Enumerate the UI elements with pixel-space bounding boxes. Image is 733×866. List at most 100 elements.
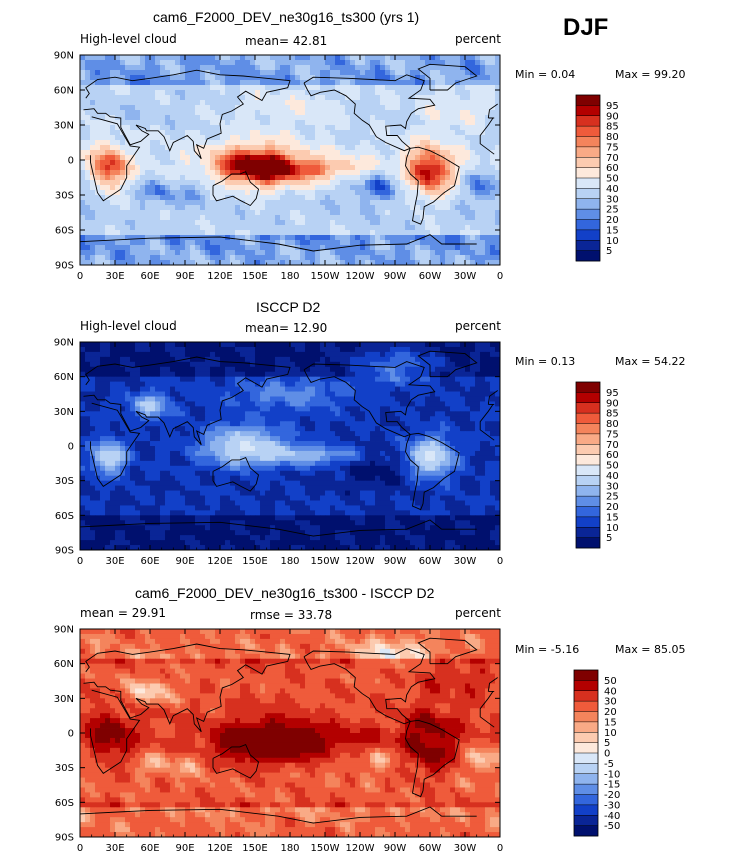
heat-cell — [150, 386, 156, 392]
heat-cell — [425, 145, 431, 151]
heat-cell — [435, 351, 441, 358]
heat-cell — [425, 195, 431, 201]
heat-cell — [335, 371, 341, 378]
heat-cell — [235, 210, 241, 216]
heat-cell — [95, 396, 101, 402]
heat-cell — [195, 95, 201, 101]
heat-cell — [195, 110, 201, 116]
heat-cell — [455, 205, 461, 211]
heat-cell — [110, 85, 116, 91]
heat-cell — [135, 145, 141, 151]
heat-cell — [460, 80, 466, 86]
heat-cell — [350, 120, 356, 126]
heat-cell — [340, 386, 346, 392]
heat-cell — [220, 145, 226, 151]
heat-cell — [175, 155, 181, 161]
heat-cell — [240, 160, 246, 166]
heat-cell — [240, 255, 246, 261]
heat-cell — [285, 120, 291, 126]
heat-cell — [245, 230, 251, 236]
heat-cell — [275, 391, 281, 397]
heat-cell — [260, 386, 266, 392]
heat-cell — [235, 195, 241, 201]
heat-cell — [190, 416, 196, 422]
heat-cell — [425, 60, 431, 66]
heat-cell — [465, 215, 471, 221]
heat-cell — [305, 115, 311, 121]
heat-cell — [390, 401, 396, 407]
heat-cell — [475, 115, 481, 121]
heat-cell — [315, 65, 321, 71]
heat-cell — [300, 125, 306, 131]
heat-cell — [180, 175, 186, 181]
heat-cell — [410, 386, 416, 392]
heat-cell — [170, 342, 176, 348]
heat-cell — [255, 260, 261, 266]
heat-cell — [460, 180, 466, 186]
heat-cell — [395, 225, 401, 231]
heat-cell — [240, 391, 246, 397]
heat-cell — [205, 342, 211, 348]
heat-cell — [485, 386, 491, 392]
heat-cell — [440, 110, 446, 116]
heat-cell — [245, 250, 251, 256]
heat-cell — [465, 351, 471, 358]
heat-cell — [270, 356, 276, 363]
heat-cell — [215, 140, 221, 146]
heat-cell — [240, 245, 246, 251]
heat-cell — [85, 240, 91, 246]
colorbar-label: 10 — [606, 236, 619, 247]
heat-cell — [275, 361, 281, 368]
heat-cell — [315, 110, 321, 116]
heat-cell — [375, 356, 381, 363]
heat-cell — [435, 135, 441, 141]
heat-cell — [310, 130, 316, 136]
heat-cell — [210, 342, 216, 348]
heat-cell — [115, 220, 121, 226]
heat-cell — [165, 416, 171, 422]
heat-cell — [450, 115, 456, 121]
heat-cell — [415, 170, 421, 176]
heat-cell — [415, 90, 421, 96]
heat-cell — [315, 170, 321, 176]
heat-cell — [425, 391, 431, 397]
heat-cell — [200, 60, 206, 66]
heat-cell — [375, 100, 381, 106]
heat-cell — [245, 200, 251, 206]
heat-cell — [155, 366, 161, 373]
heat-cell — [270, 210, 276, 216]
heat-cell — [240, 195, 246, 201]
heat-cell — [295, 180, 301, 186]
heat-cell — [175, 170, 181, 176]
heat-cell — [335, 65, 341, 71]
heat-cell — [80, 165, 86, 171]
heat-cell — [365, 180, 371, 186]
heat-cell — [365, 346, 371, 353]
heat-cell — [230, 155, 236, 161]
heat-cell — [400, 135, 406, 141]
colorbar-label: 85 — [606, 122, 619, 133]
heat-cell — [285, 105, 291, 111]
heat-cell — [130, 75, 136, 81]
heat-cell — [290, 185, 296, 191]
heat-cell — [85, 356, 91, 363]
heat-cell — [140, 245, 146, 251]
heat-cell — [490, 371, 496, 378]
heat-cell — [230, 100, 236, 106]
min-label: Min = -5.16 — [515, 643, 580, 656]
heat-cell — [300, 80, 306, 86]
heat-cell — [210, 155, 216, 161]
heat-cell — [380, 175, 386, 181]
heat-cell — [330, 230, 336, 236]
heat-cell — [170, 396, 176, 402]
heat-cell — [390, 170, 396, 176]
heat-cell — [225, 351, 231, 358]
heat-cell — [355, 60, 361, 66]
heat-cell — [410, 225, 416, 231]
heat-cell — [440, 371, 446, 378]
heat-cell — [435, 342, 441, 348]
heat-cell — [370, 130, 376, 136]
heat-cell — [395, 95, 401, 101]
heat-cell — [405, 135, 411, 141]
heat-cell — [175, 160, 181, 166]
